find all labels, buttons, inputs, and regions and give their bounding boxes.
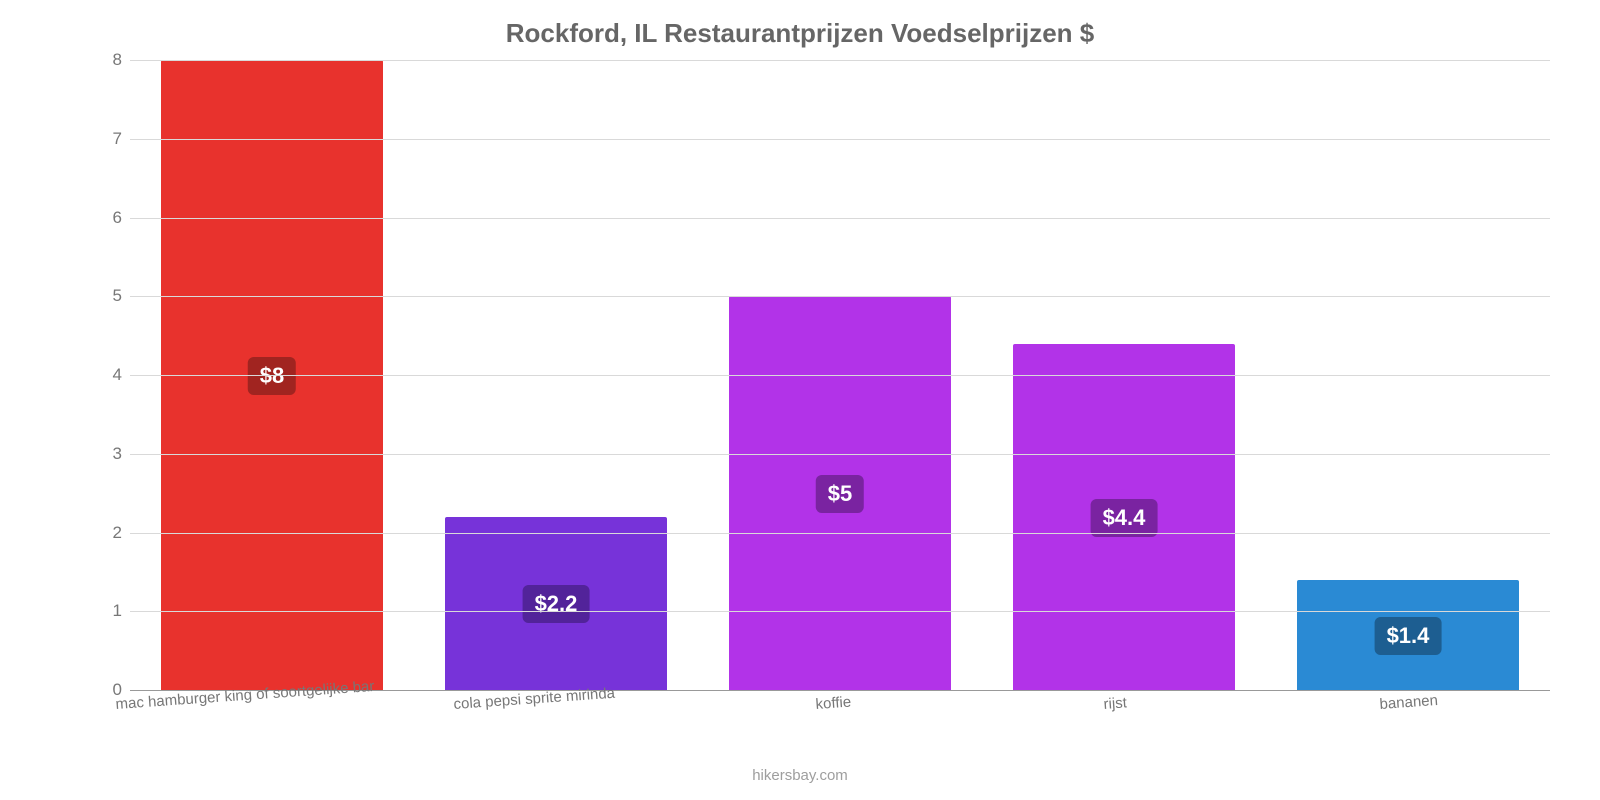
y-tick-label: 5 [62, 286, 122, 306]
chart-title: Rockford, IL Restaurantprijzen Voedselpr… [0, 18, 1600, 49]
grid-line [130, 611, 1550, 612]
grid-line [130, 375, 1550, 376]
grid-line [130, 218, 1550, 219]
plot-area: $8 $2.2 $5 $4.4 $1.4 [130, 60, 1550, 690]
y-tick-label: 0 [62, 680, 122, 700]
value-badge: $8 [248, 357, 296, 395]
x-tick-label: koffie [815, 694, 852, 713]
x-tick-label: rijst [1103, 694, 1127, 713]
value-badge: $5 [816, 475, 864, 513]
price-bar-chart: Rockford, IL Restaurantprijzen Voedselpr… [0, 0, 1600, 800]
grid-line [130, 139, 1550, 140]
value-badge: $1.4 [1375, 617, 1442, 655]
x-tick-label: bananen [1379, 692, 1438, 713]
y-tick-label: 1 [62, 601, 122, 621]
y-tick-label: 3 [62, 444, 122, 464]
value-badge: $4.4 [1091, 499, 1158, 537]
y-tick-label: 6 [62, 208, 122, 228]
grid-line [130, 60, 1550, 61]
attribution-text: hikersbay.com [0, 767, 1600, 784]
grid-line [130, 533, 1550, 534]
y-tick-label: 7 [62, 129, 122, 149]
y-tick-label: 4 [62, 365, 122, 385]
grid-line [130, 296, 1550, 297]
value-badge: $2.2 [523, 585, 590, 623]
y-tick-label: 8 [62, 50, 122, 70]
grid-line [130, 454, 1550, 455]
y-tick-label: 2 [62, 523, 122, 543]
